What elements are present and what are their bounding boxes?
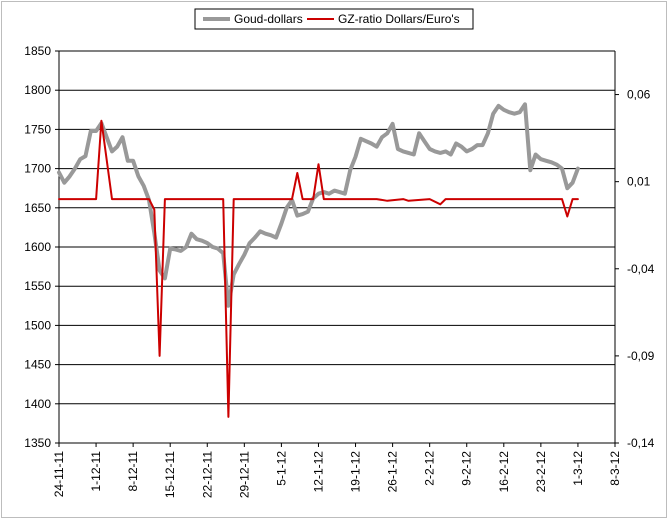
x-tick-label: 1-3-12 [571,451,585,486]
y-right-tick-label: 0,01 [627,175,651,189]
x-tick-label: 16-2-12 [497,451,511,493]
legend: Goud-dollars GZ-ratio Dollars/Euro's [194,8,474,30]
x-tick-label: 5-1-12 [274,451,288,486]
y-left-tick-label: 1850 [24,44,51,58]
legend-label-gz-ratio: GZ-ratio Dollars/Euro's [338,12,460,26]
y-right-tick-label: -0,09 [627,349,655,363]
axes: 1350 1400 1450 1500 1550 1600 1650 1700 1750 1800… [24,44,654,498]
y-left-tick-label: 1800 [24,83,51,97]
y-left-tick-label: 1700 [24,162,51,176]
x-tick-label: 1-12-11 [89,451,103,492]
x-tick-label: 15-12-11 [163,451,177,498]
x-tick-label: 9-2-12 [460,451,474,486]
y-right-tick-label: 0,06 [627,88,651,102]
y-left-tick-label: 1450 [24,358,51,372]
x-tick-label: 29-12-11 [237,451,251,498]
x-tick-label: 23-2-12 [534,451,548,493]
x-tick-label: 19-1-12 [349,451,363,493]
series-line-goud-dollars [57,102,580,308]
y-left-tick-label: 1350 [24,436,51,450]
y-right-tick-label: -0,04 [627,262,655,276]
x-tick-label: 8-12-11 [126,451,140,492]
y-right-tick-label: -0,14 [627,436,655,450]
y-left-tick-label: 1400 [24,397,51,411]
y-left-tick-label: 1750 [24,122,51,136]
legend-label-goud-dollars: Goud-dollars [234,12,303,26]
y-left-tick-label: 1500 [24,318,51,332]
series-layer [57,102,580,418]
x-tick-label: 26-1-12 [386,451,400,493]
x-tick-label: 12-1-12 [311,451,325,493]
series-line-gz-ratio [58,119,579,418]
x-tick-label: 24-11-11 [52,451,66,498]
y-left-tick-label: 1600 [24,240,51,254]
grid [59,50,615,444]
x-tick-label: 2-2-12 [423,451,437,486]
y-left-tick-label: 1650 [24,201,51,215]
x-tick-label: 22-12-11 [200,451,214,498]
y-left-tick-label: 1550 [24,279,51,293]
x-tick-label: 8-3-12 [608,451,622,486]
